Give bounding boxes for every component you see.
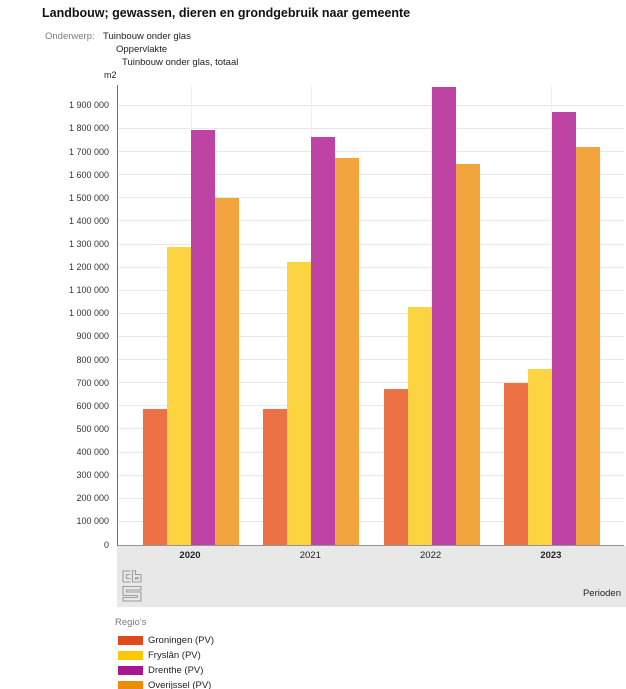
horizontal-gridline bbox=[118, 335, 624, 337]
bar-group-2021 bbox=[263, 85, 360, 545]
horizontal-gridline bbox=[118, 127, 624, 129]
legend-swatch bbox=[118, 666, 143, 675]
x-axis-footer: 2020 2021 2022 2023 Perioden bbox=[117, 546, 626, 607]
bar-2022-groningen-pv[interactable] bbox=[383, 389, 408, 545]
y-tick-label: 1 900 000 bbox=[68, 100, 109, 111]
horizontal-gridline bbox=[118, 382, 624, 384]
chart-title: Landbouw; gewassen, dieren en grondgebru… bbox=[42, 6, 411, 20]
bar-2020-frysl-n-pv[interactable] bbox=[167, 247, 191, 545]
plot-area bbox=[117, 85, 624, 546]
horizontal-gridline bbox=[118, 405, 624, 407]
subject-line-2: Oppervlakte bbox=[116, 44, 168, 55]
y-tick-label: 1 700 000 bbox=[68, 146, 109, 157]
horizontal-gridline bbox=[118, 151, 624, 153]
bar-group-2023 bbox=[503, 85, 600, 545]
subject-label: Onderwerp: bbox=[45, 31, 95, 42]
y-tick-label: 400 000 bbox=[76, 447, 109, 458]
bar-2023-frysl-n-pv[interactable] bbox=[527, 369, 552, 545]
horizontal-gridline bbox=[118, 289, 624, 291]
bar-2023-groningen-pv[interactable] bbox=[503, 383, 528, 545]
horizontal-gridline bbox=[118, 220, 624, 222]
bar-2020-overijssel-pv[interactable] bbox=[215, 198, 239, 545]
x-axis-label-2022: 2022 bbox=[420, 550, 442, 561]
bar-2023-drenthe-pv[interactable] bbox=[551, 112, 576, 545]
y-tick-label: 700 000 bbox=[76, 377, 109, 388]
y-axis-tick-labels: 0 100 000 200 000 300 000 400 000 500 000 600 … bbox=[37, 85, 109, 549]
y-tick-label: 100 000 bbox=[76, 516, 109, 527]
cbs-logo bbox=[122, 570, 142, 602]
y-tick-label: 500 000 bbox=[76, 423, 109, 434]
y-tick-label: 1 000 000 bbox=[68, 308, 109, 319]
horizontal-gridline bbox=[118, 428, 624, 430]
horizontal-gridline bbox=[118, 497, 624, 499]
y-tick-label: 900 000 bbox=[76, 331, 109, 342]
y-tick-label: 0 bbox=[103, 539, 109, 550]
legend-label: Drenthe (PV) bbox=[148, 665, 204, 676]
bar-2021-drenthe-pv[interactable] bbox=[311, 137, 336, 545]
horizontal-gridline bbox=[118, 266, 624, 268]
bar-2022-frysl-n-pv[interactable] bbox=[407, 307, 432, 545]
y-tick-label: 1 100 000 bbox=[68, 285, 109, 296]
x-axis-title: Perioden bbox=[582, 588, 621, 599]
horizontal-gridline bbox=[118, 312, 624, 314]
horizontal-gridline bbox=[118, 474, 624, 476]
bar-2021-groningen-pv[interactable] bbox=[263, 409, 288, 545]
horizontal-gridline bbox=[118, 197, 624, 199]
legend-rows: Groningen (PV) Fryslân (PV) Drenthe (PV) Ov… bbox=[115, 633, 214, 689]
horizontal-gridline bbox=[118, 451, 624, 453]
y-tick-label: 200 000 bbox=[76, 493, 109, 504]
bar-2022-overijssel-pv[interactable] bbox=[455, 164, 480, 545]
horizontal-gridline bbox=[118, 243, 624, 245]
bar-2022-drenthe-pv[interactable] bbox=[431, 87, 456, 545]
y-tick-label: 800 000 bbox=[76, 354, 109, 365]
bar-2020-groningen-pv[interactable] bbox=[143, 409, 167, 545]
x-axis-label-2021: 2021 bbox=[299, 550, 321, 561]
legend-item: Drenthe (PV) bbox=[115, 663, 214, 678]
horizontal-gridline bbox=[118, 104, 624, 106]
y-tick-label: 1 200 000 bbox=[68, 262, 109, 273]
y-tick-label: 1 500 000 bbox=[68, 192, 109, 203]
legend-title: Regio's bbox=[115, 617, 147, 628]
subject-line-1: Tuinbouw onder glas bbox=[103, 31, 191, 42]
legend-item: Overijssel (PV) bbox=[115, 678, 214, 689]
bar-2020-drenthe-pv[interactable] bbox=[191, 130, 215, 545]
bar-2023-overijssel-pv[interactable] bbox=[575, 147, 600, 545]
bar-2021-overijssel-pv[interactable] bbox=[335, 158, 360, 545]
y-tick-label: 600 000 bbox=[76, 400, 109, 411]
legend-label: Overijssel (PV) bbox=[148, 680, 212, 689]
legend-swatch bbox=[118, 636, 143, 645]
legend-swatch bbox=[118, 651, 143, 660]
horizontal-gridline bbox=[118, 174, 624, 176]
legend-item: Fryslân (PV) bbox=[115, 648, 214, 663]
subject-line-3: Tuinbouw onder glas, totaal bbox=[122, 57, 239, 68]
legend-label: Fryslân (PV) bbox=[148, 650, 201, 661]
legend-item: Groningen (PV) bbox=[115, 633, 214, 648]
horizontal-gridline bbox=[118, 359, 624, 361]
legend-label: Groningen (PV) bbox=[148, 635, 215, 646]
bar-2021-frysl-n-pv[interactable] bbox=[287, 262, 312, 545]
y-tick-label: 1 400 000 bbox=[68, 215, 109, 226]
legend: Regio's Groningen (PV) Fryslân (PV) Drenth… bbox=[115, 617, 214, 689]
y-tick-label: 1 300 000 bbox=[68, 238, 109, 249]
legend-swatch bbox=[118, 681, 143, 689]
x-axis-label-2023: 2023 bbox=[540, 550, 562, 561]
y-tick-label: 1 800 000 bbox=[68, 123, 109, 134]
bar-group-2022 bbox=[383, 85, 480, 545]
bar-group-2020 bbox=[143, 85, 239, 545]
y-tick-label: 300 000 bbox=[76, 470, 109, 481]
y-axis-unit-label: m2 bbox=[104, 70, 117, 80]
x-axis-label-2020: 2020 bbox=[179, 550, 201, 561]
horizontal-gridline bbox=[118, 520, 624, 522]
y-tick-label: 1 600 000 bbox=[68, 169, 109, 180]
